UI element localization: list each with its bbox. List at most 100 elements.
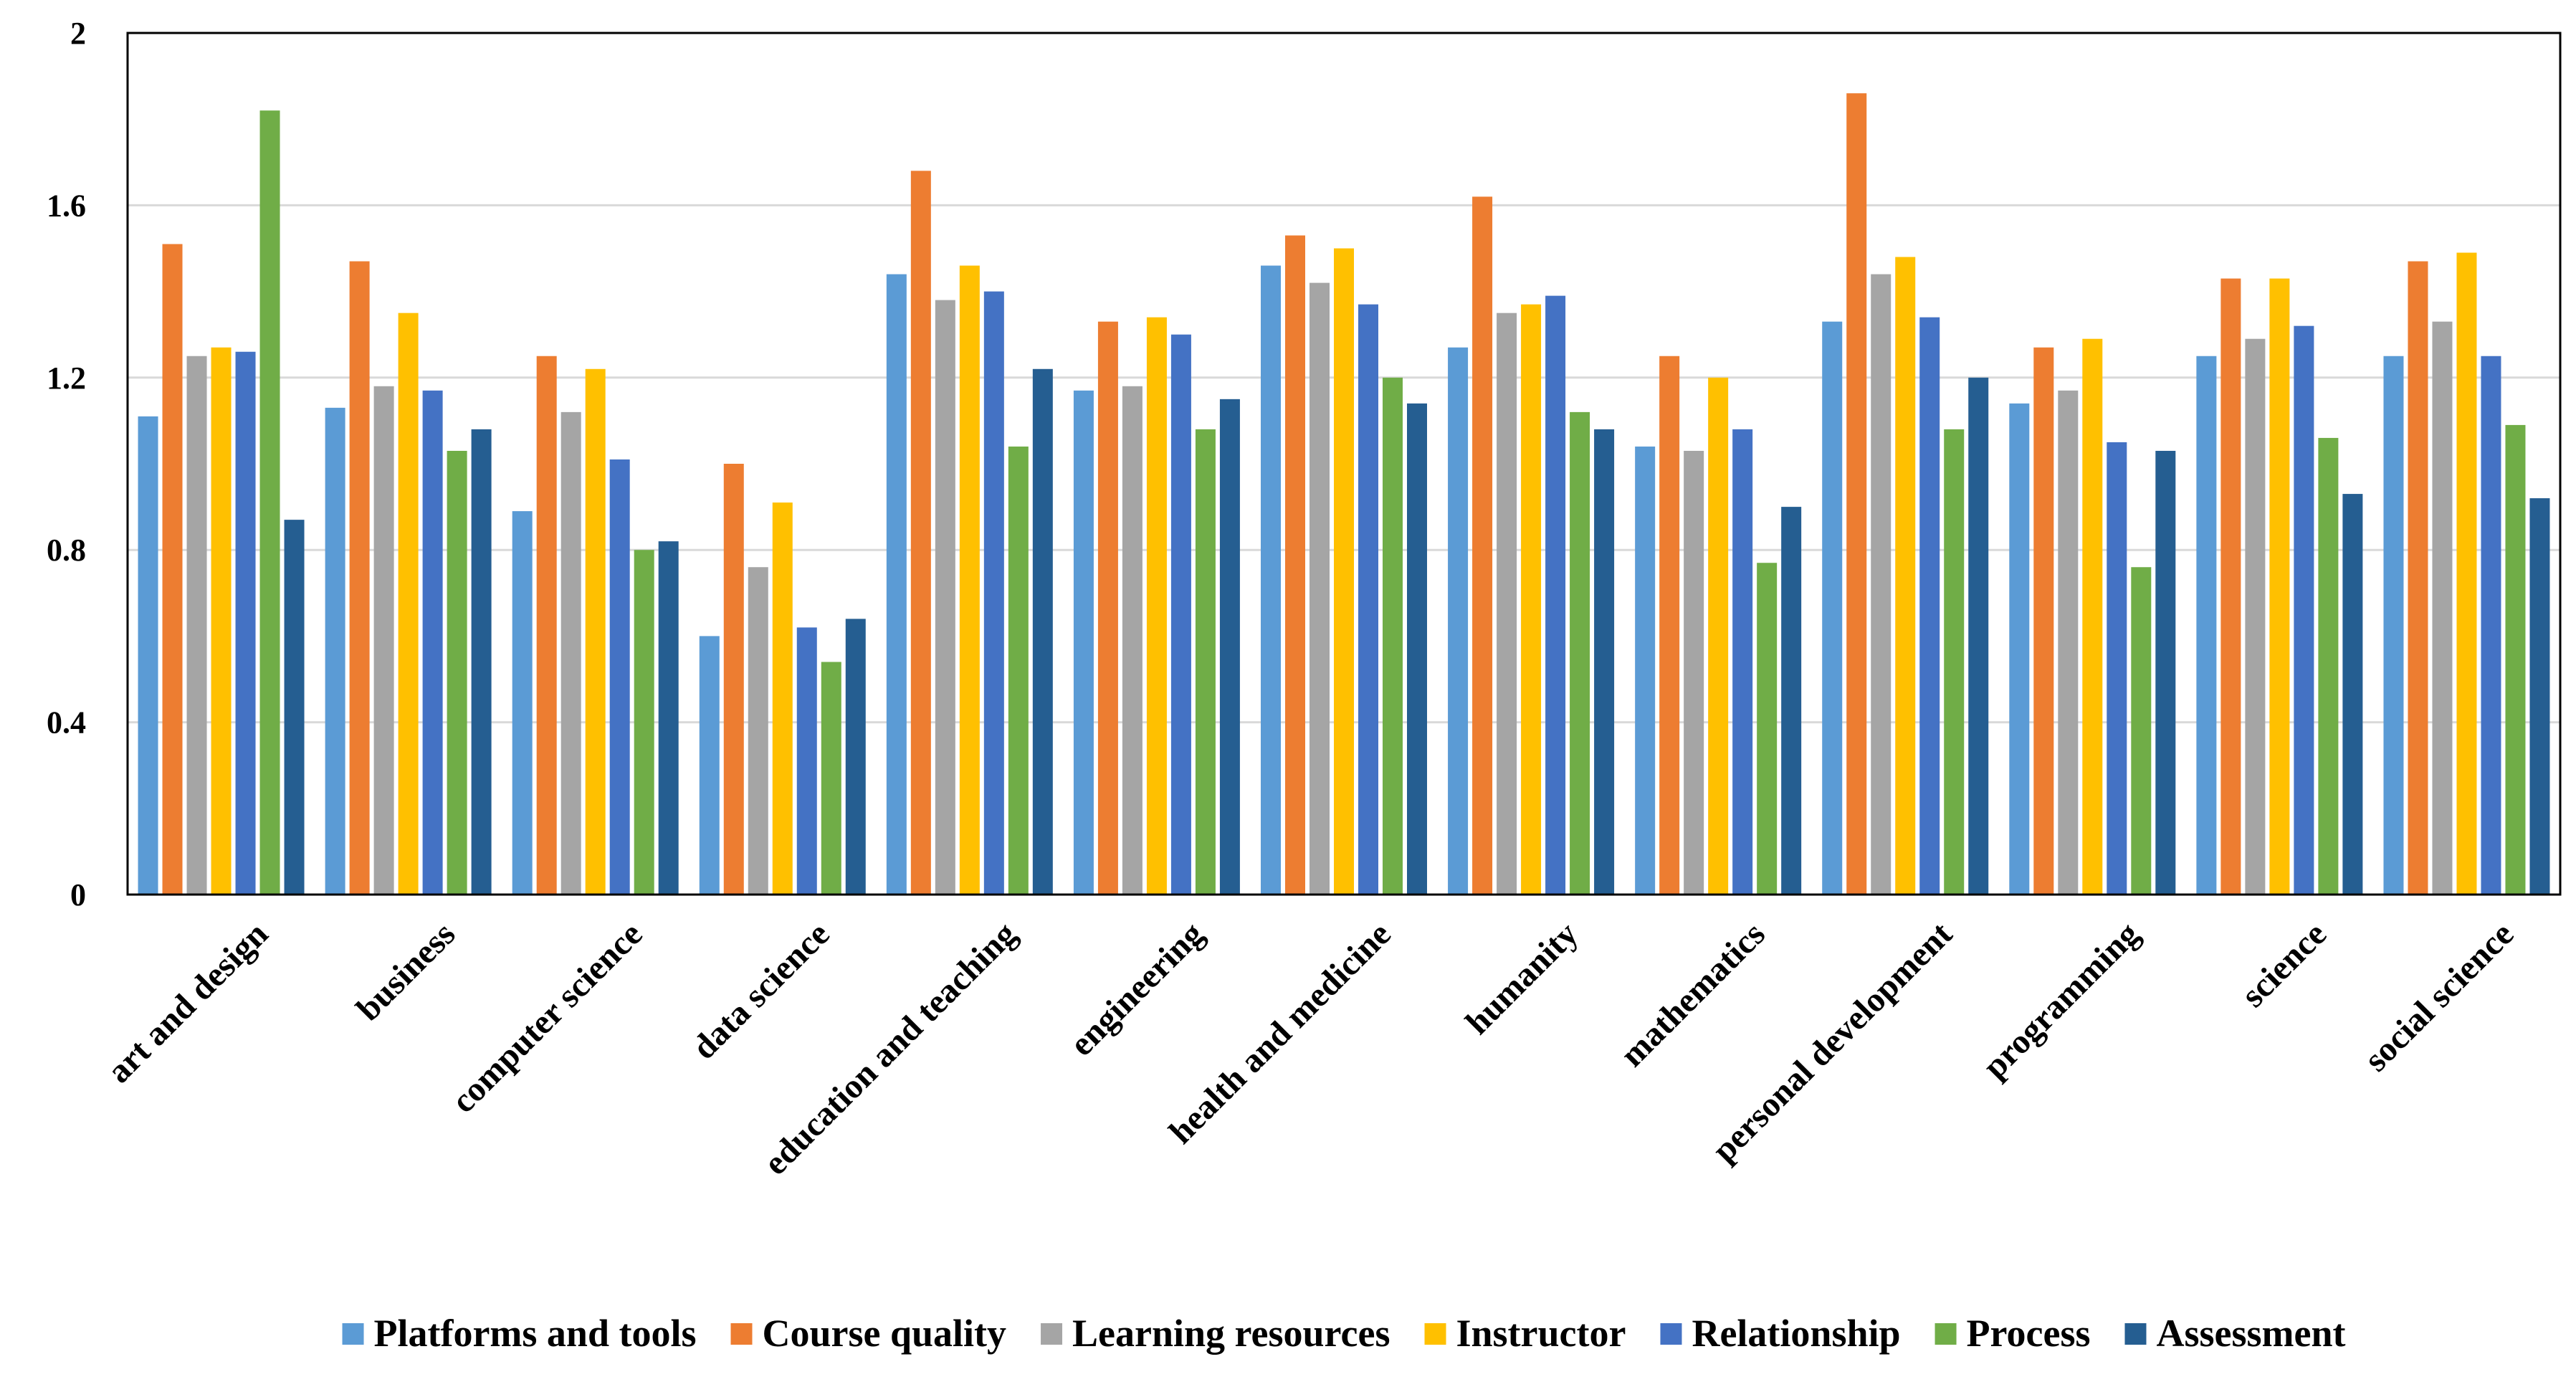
bar [1032, 368, 1053, 895]
y-tick-label: 0.8 [47, 533, 86, 568]
bar [796, 627, 817, 895]
x-tick-label: engineering [1063, 915, 1211, 1063]
legend-label: Learning resources [1072, 1312, 1390, 1355]
y-tick-label: 0.4 [47, 705, 86, 740]
legend-label: Platforms and tools [374, 1312, 697, 1355]
bar [2529, 498, 2550, 895]
bar [1407, 403, 1427, 895]
bar [211, 347, 232, 895]
x-tick-label: business [349, 915, 462, 1028]
bar [1594, 429, 1615, 895]
legend-swatch [730, 1323, 753, 1345]
bar [2505, 424, 2526, 895]
y-tick-label: 0 [70, 877, 86, 912]
bar [1285, 235, 1305, 895]
bar [1871, 274, 1892, 895]
x-tick-label: art and design [100, 915, 275, 1090]
bar [2269, 278, 2290, 895]
bar [910, 171, 931, 895]
x-tick-label: humanity [1459, 915, 1585, 1042]
bar [2318, 437, 2339, 895]
bar [1732, 429, 1753, 895]
bar [2196, 356, 2217, 895]
bar [1757, 563, 1778, 895]
bar [1219, 399, 1240, 895]
legend-label: Relationship [1692, 1312, 1900, 1355]
axes [126, 32, 2562, 896]
bar [138, 416, 158, 895]
bar [560, 411, 581, 895]
legend-label: Process [1967, 1312, 2091, 1355]
bar [983, 291, 1004, 895]
y-tick-labels: 0 0.4 0.8 1.2 1.6 2 [47, 16, 86, 912]
y-tick-label: 2 [70, 16, 86, 51]
bar [349, 261, 370, 895]
bar [162, 244, 183, 895]
bar [235, 351, 256, 895]
legend-swatch [1935, 1323, 1957, 1345]
bar [2408, 261, 2428, 895]
x-tick-label: science [2234, 915, 2334, 1014]
bar [1170, 334, 1191, 895]
legend: Platforms and tools Course quality Learnin… [342, 1312, 2345, 1355]
bar [585, 368, 606, 895]
bar [1822, 321, 1843, 895]
bar [1521, 304, 1542, 895]
bar [1545, 295, 1566, 895]
bar [1635, 446, 1656, 895]
bar [471, 429, 492, 895]
x-tick-label: programming [1975, 915, 2147, 1086]
bar [1968, 377, 1989, 895]
x-tick-label: mathematics [1613, 915, 1773, 1074]
bar [2245, 338, 2266, 895]
bar [2294, 325, 2314, 895]
legend-swatch [1424, 1323, 1446, 1345]
bar [1944, 429, 1965, 895]
bar [1708, 377, 1729, 895]
bar [1146, 317, 1167, 895]
bar [2131, 567, 2152, 895]
plot-frame [126, 32, 2562, 896]
bar [1497, 313, 1517, 895]
bar [398, 313, 419, 895]
bar [699, 636, 720, 895]
bar [609, 459, 630, 895]
legend-swatch [1660, 1323, 1682, 1345]
bar [935, 300, 955, 895]
bar [2107, 442, 2127, 895]
x-tick-label: data science [685, 915, 837, 1067]
bar [2481, 356, 2501, 895]
bar [1684, 450, 1704, 895]
y-tick-label: 1.6 [47, 188, 86, 223]
bar [959, 265, 980, 895]
bar [2432, 321, 2453, 895]
bar [2342, 494, 2363, 895]
bar [772, 502, 793, 895]
bar [1846, 93, 1867, 895]
bar [1097, 321, 1118, 895]
bar [1472, 196, 1493, 895]
legend-swatch [2124, 1323, 2147, 1345]
legend-label: Assessment [2156, 1312, 2345, 1355]
bar [2220, 278, 2241, 895]
bar [2033, 347, 2054, 895]
bar [821, 662, 841, 895]
bar [1195, 429, 1216, 895]
bar [2009, 403, 2030, 895]
bar [2155, 450, 2176, 895]
bar [2456, 252, 2477, 895]
bar [186, 356, 207, 895]
bar [1261, 265, 1281, 895]
bar [1383, 377, 1403, 895]
x-tick-label: social science [2357, 915, 2521, 1079]
legend-label: Course quality [763, 1312, 1007, 1355]
bar [1073, 390, 1094, 895]
bar [1448, 347, 1469, 895]
x-tick-label: computer science [444, 915, 650, 1120]
bar [284, 520, 305, 895]
bar [2082, 338, 2103, 895]
bar [373, 386, 394, 895]
y-tick-label: 1.2 [47, 361, 86, 396]
